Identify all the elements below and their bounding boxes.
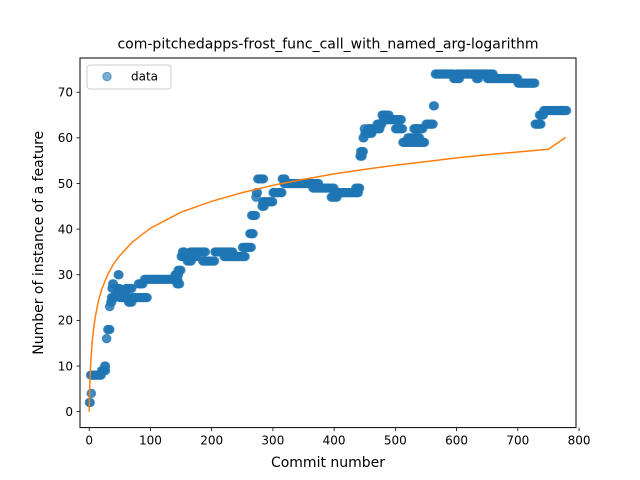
x-tick-label: 700	[506, 434, 529, 448]
x-tick-label: 600	[445, 434, 468, 448]
y-tick-label: 60	[58, 131, 73, 145]
data-point	[102, 334, 112, 344]
x-tick-label: 400	[323, 434, 346, 448]
data-point	[355, 183, 365, 193]
y-tick-label: 0	[65, 405, 73, 419]
data-point	[210, 256, 220, 266]
data-point	[246, 242, 257, 252]
data-point	[398, 124, 408, 134]
y-tick-label: 40	[58, 222, 73, 236]
fit-line-layer	[88, 136, 567, 412]
data-point	[428, 119, 438, 129]
data-point	[530, 78, 540, 88]
data-point	[176, 265, 186, 275]
data-point	[240, 251, 250, 262]
data-point	[429, 101, 440, 111]
data-point	[85, 397, 96, 408]
x-tick-label: 300	[261, 434, 284, 448]
y-tick-label: 70	[58, 86, 73, 100]
x-tick-label: 100	[139, 434, 162, 448]
y-axis: 0 10 20 30 40 50 60 70	[58, 86, 80, 419]
x-tick-label: 200	[200, 434, 223, 448]
data-point	[259, 174, 269, 184]
x-tick-label: 500	[384, 434, 407, 448]
plot-area	[84, 69, 572, 408]
y-tick-label: 10	[58, 359, 73, 373]
data-point	[536, 119, 546, 129]
legend-marker	[102, 71, 112, 82]
data-point	[358, 146, 369, 157]
data-point	[474, 73, 484, 84]
data-point	[562, 105, 572, 116]
data-point	[268, 197, 278, 207]
data-point	[415, 133, 425, 143]
fit-line	[88, 136, 567, 412]
data-point	[114, 270, 124, 280]
x-tick-label: 0	[85, 434, 93, 448]
data-point	[101, 361, 111, 371]
y-axis-label: Number of instance of a feature	[31, 131, 47, 355]
data-point	[87, 388, 97, 398]
legend-label-data: data	[131, 70, 158, 84]
data-point	[277, 188, 287, 198]
y-tick-label: 30	[58, 268, 73, 282]
data-point	[127, 283, 137, 294]
x-tick-label: 800	[568, 434, 591, 448]
y-tick-label: 20	[58, 314, 73, 328]
chart-title: com-pitchedapps-frost_func_call_with_nam…	[117, 37, 538, 53]
data-point	[251, 210, 261, 221]
data-point	[200, 247, 211, 257]
data-point	[142, 292, 152, 303]
legend: data	[86, 64, 172, 90]
axes-frame	[79, 57, 577, 429]
x-axis: 0 100 200 300 400 500 600 700 800	[85, 427, 591, 448]
legend-box	[86, 64, 172, 90]
data-point	[248, 229, 258, 239]
x-axis-label: Commit number	[271, 455, 385, 471]
y-tick-label: 50	[58, 177, 73, 191]
data-point	[175, 279, 185, 289]
data-point	[105, 324, 115, 335]
data-point	[396, 115, 407, 125]
